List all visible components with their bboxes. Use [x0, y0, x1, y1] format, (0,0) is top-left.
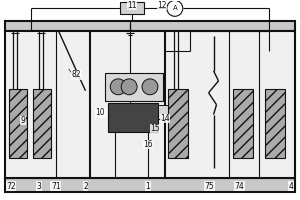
Text: 11: 11	[128, 1, 137, 10]
Text: 9: 9	[20, 116, 25, 125]
Text: 12: 12	[157, 1, 167, 10]
Text: 3: 3	[36, 182, 41, 191]
Text: 82: 82	[72, 70, 81, 79]
Bar	[105, 73, 163, 101]
Text: 15: 15	[150, 124, 160, 133]
Bar	[33, 89, 51, 158]
Circle shape	[167, 0, 183, 16]
Text: 72: 72	[6, 182, 16, 191]
Text: 75: 75	[205, 182, 214, 191]
Bar	[108, 103, 158, 132]
Bar	[265, 89, 285, 158]
Bar	[168, 89, 188, 158]
Text: +  -: + -	[126, 6, 138, 11]
Text: 74: 74	[235, 182, 244, 191]
Circle shape	[110, 79, 126, 95]
Text: 71: 71	[51, 182, 61, 191]
Text: 1: 1	[146, 182, 150, 191]
Circle shape	[121, 79, 137, 95]
Bar	[233, 89, 253, 158]
Bar	[120, 2, 144, 14]
Text: 4: 4	[289, 182, 293, 191]
Text: 10: 10	[95, 108, 105, 117]
Circle shape	[142, 79, 158, 95]
Text: 14: 14	[160, 114, 170, 123]
Bar	[5, 31, 295, 178]
Bar	[5, 21, 295, 31]
Bar	[158, 105, 168, 119]
Text: 2: 2	[83, 182, 88, 191]
Text: A: A	[172, 5, 177, 11]
Text: 16: 16	[143, 140, 153, 149]
Bar	[9, 89, 27, 158]
Bar	[5, 178, 295, 192]
